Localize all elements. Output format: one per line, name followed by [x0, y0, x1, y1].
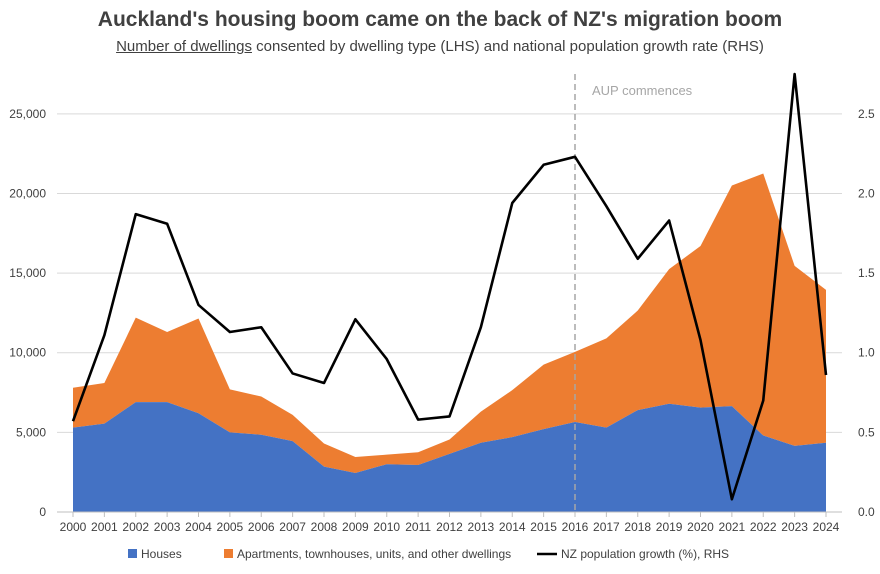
- x-tick-label: 2012: [436, 520, 463, 534]
- legend: Houses Apartments, townhouses, units, and…: [128, 547, 729, 561]
- y-left-tick-label: 0: [39, 505, 46, 519]
- x-tick-label: 2014: [499, 520, 526, 534]
- y-right-tick-label: 2.0: [858, 186, 875, 200]
- apartments-area: [73, 173, 826, 473]
- subtitle-underlined: Number of dwellings: [116, 38, 252, 55]
- x-tick-label: 2010: [373, 520, 400, 534]
- x-tick-label: 2003: [154, 520, 181, 534]
- y-right-tick-label: 1.0: [858, 346, 875, 360]
- x-tick-label: 2004: [185, 520, 212, 534]
- x-tick-label: 2001: [91, 520, 118, 534]
- x-tick-label: 2017: [593, 520, 620, 534]
- x-tick-label: 2011: [405, 520, 431, 534]
- line-series: [71, 72, 828, 501]
- y-left-tick-label: 15,000: [9, 266, 46, 280]
- y-right-tick-label: 0.0: [858, 505, 875, 519]
- aup-annotation-label: AUP commences: [592, 83, 693, 98]
- axes: 0 5,000 10,000 15,000 20,000 25,000 0.0 0.5 1.0 1…: [9, 107, 875, 534]
- x-tick-label: 2020: [687, 520, 714, 534]
- x-tick-label: 2015: [530, 520, 557, 534]
- x-tick-label: 2006: [248, 520, 275, 534]
- x-tick-label: 2013: [468, 520, 495, 534]
- y-left-tick-label: 10,000: [9, 346, 46, 360]
- annotation-group: AUP commences: [574, 74, 693, 512]
- x-tick-label: 2024: [813, 520, 840, 534]
- area-series: [73, 173, 826, 512]
- y-right-tick-label: 1.5: [858, 266, 875, 280]
- x-tick-label: 2009: [342, 520, 369, 534]
- x-tick-label: 2022: [750, 520, 777, 534]
- x-tick-label: 2018: [624, 520, 651, 534]
- legend-swatch: [224, 549, 233, 558]
- y-right-tick-label: 0.5: [858, 425, 875, 439]
- x-tick-label: 2000: [60, 520, 87, 534]
- houses-area: [73, 402, 826, 512]
- population-growth-line: [71, 72, 828, 501]
- chart-title: Auckland's housing boom came on the back…: [97, 8, 783, 31]
- x-tick-label: 2023: [781, 520, 808, 534]
- legend-swatch: [128, 549, 137, 558]
- y-left-tick-label: 5,000: [16, 425, 46, 439]
- legend-label: Apartments, townhouses, units, and other…: [237, 547, 511, 561]
- subtitle-rest: consented by dwelling type (LHS) and nat…: [251, 38, 764, 55]
- x-tick-label: 2008: [311, 520, 338, 534]
- y-right-tick-label: 2.5: [858, 107, 875, 121]
- legend-label: NZ population growth (%), RHS: [561, 547, 729, 561]
- y-left-tick-label: 20,000: [9, 186, 46, 200]
- x-tick-label: 2002: [122, 520, 149, 534]
- chart-subtitle: Number of dwellings consented by dwellin…: [0, 38, 880, 55]
- legend-label: Houses: [141, 547, 182, 561]
- x-tick-label: 2021: [719, 520, 746, 534]
- x-tick-label: 2016: [562, 520, 589, 534]
- x-tick-label: 2005: [217, 520, 244, 534]
- y-left-tick-label: 25,000: [9, 107, 46, 121]
- x-tick-label: 2019: [656, 520, 683, 534]
- x-tick-label: 2007: [279, 520, 306, 534]
